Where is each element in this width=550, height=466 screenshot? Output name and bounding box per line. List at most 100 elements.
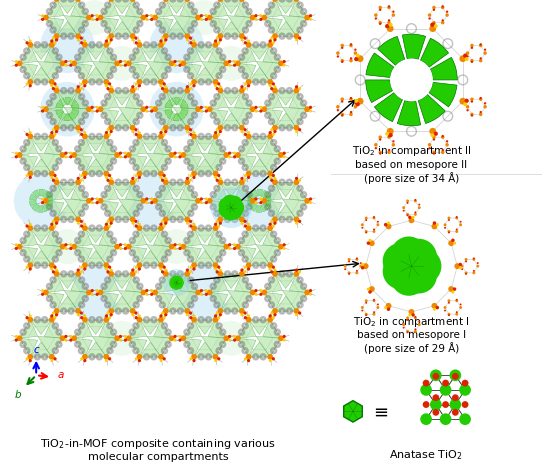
Polygon shape [265,293,282,311]
Circle shape [200,18,203,21]
Polygon shape [210,109,228,128]
Polygon shape [183,320,201,338]
Circle shape [219,85,222,88]
Circle shape [233,60,236,63]
Circle shape [260,289,262,292]
Circle shape [392,140,394,143]
Polygon shape [85,320,106,335]
Circle shape [145,110,148,112]
Circle shape [408,216,411,219]
Polygon shape [119,107,144,128]
Circle shape [28,317,33,322]
Circle shape [461,268,463,270]
Circle shape [83,359,86,362]
Circle shape [140,289,146,295]
Polygon shape [147,336,172,357]
Circle shape [214,359,217,362]
Circle shape [272,174,275,177]
Wedge shape [256,206,262,212]
Circle shape [135,174,138,177]
Circle shape [368,290,372,294]
Circle shape [107,220,109,223]
Circle shape [471,47,473,49]
Circle shape [52,128,55,131]
Circle shape [205,293,208,296]
Circle shape [270,270,273,274]
Circle shape [373,228,375,231]
Polygon shape [57,274,78,288]
Circle shape [192,176,196,179]
Circle shape [350,43,352,46]
Circle shape [96,198,98,200]
Circle shape [406,331,409,333]
Wedge shape [366,80,393,103]
Polygon shape [210,90,228,109]
Circle shape [213,354,218,360]
Circle shape [26,174,29,177]
Polygon shape [210,0,228,18]
Polygon shape [249,137,270,151]
Circle shape [357,55,364,62]
Circle shape [108,271,114,277]
Circle shape [86,289,92,295]
Circle shape [164,313,167,316]
Circle shape [214,84,217,87]
Circle shape [247,223,250,226]
Circle shape [184,271,190,277]
Circle shape [223,61,229,66]
Circle shape [173,279,180,286]
Circle shape [158,79,164,85]
Polygon shape [210,201,228,219]
Circle shape [418,206,421,209]
Polygon shape [85,342,106,357]
Circle shape [25,41,29,44]
Circle shape [106,270,109,274]
Circle shape [354,57,359,61]
Circle shape [267,262,273,268]
Circle shape [240,313,244,316]
Circle shape [449,399,461,411]
Polygon shape [210,182,228,201]
Circle shape [55,130,58,133]
Circle shape [109,313,113,316]
Circle shape [361,309,364,311]
Circle shape [228,60,231,63]
Circle shape [480,97,482,99]
Circle shape [216,270,219,274]
Circle shape [15,247,18,250]
Polygon shape [228,199,252,219]
Circle shape [130,179,136,185]
Circle shape [455,217,458,219]
Circle shape [235,152,241,158]
Circle shape [150,18,153,21]
Circle shape [28,354,33,360]
Polygon shape [166,205,187,219]
Polygon shape [109,189,135,212]
Circle shape [386,224,392,229]
Wedge shape [64,114,70,121]
Circle shape [355,271,359,274]
Polygon shape [54,189,81,212]
Circle shape [191,225,197,231]
Circle shape [298,36,301,40]
Polygon shape [20,45,38,63]
Polygon shape [163,189,190,212]
Circle shape [255,18,257,21]
Circle shape [43,106,49,112]
Circle shape [483,105,487,109]
Polygon shape [256,245,281,265]
Circle shape [361,227,364,229]
Circle shape [54,271,59,277]
Circle shape [75,0,81,2]
Circle shape [448,286,454,292]
Polygon shape [85,159,106,173]
Circle shape [455,313,458,315]
Circle shape [448,232,450,233]
Circle shape [207,289,213,295]
Wedge shape [420,38,449,67]
Circle shape [441,151,444,154]
Circle shape [82,42,88,48]
Circle shape [191,42,197,48]
Polygon shape [234,90,252,109]
Circle shape [178,155,182,158]
